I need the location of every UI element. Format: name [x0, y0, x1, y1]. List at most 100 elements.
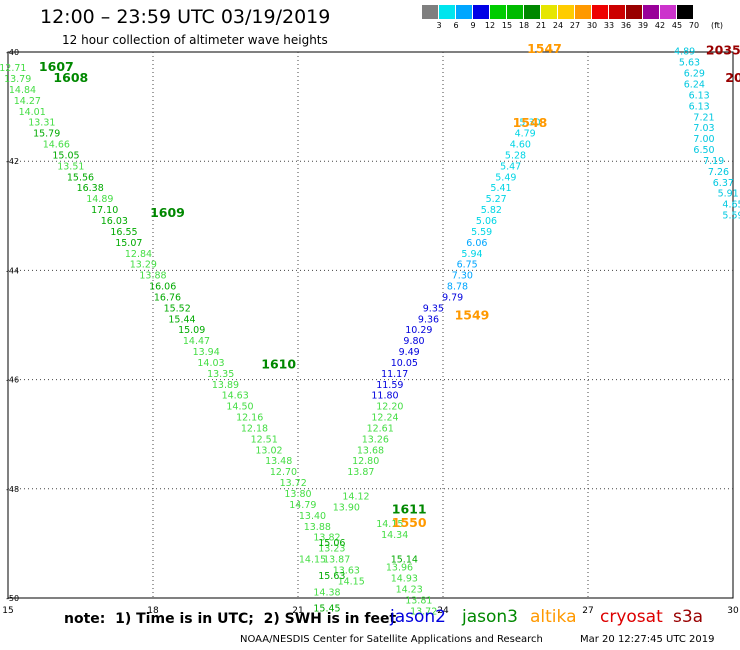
color-scale-label: 39: [637, 21, 649, 30]
wave-height-value: 7.19: [703, 156, 724, 167]
wave-height-value: 7.03: [693, 123, 714, 134]
legend-jason3: jason3: [462, 607, 518, 627]
time-label-altika: 1548: [513, 115, 548, 130]
wave-height-value: 13.35: [207, 369, 234, 380]
wave-height-value: 14.01: [19, 107, 46, 118]
wave-height-value: 14.15: [376, 519, 403, 530]
wave-height-value: 13.88: [139, 271, 166, 282]
wave-height-value: 15.14: [391, 555, 418, 566]
wave-height-value: 14.89: [86, 194, 113, 205]
wave-height-value: 15.52: [164, 303, 191, 314]
color-scale-box: [660, 5, 677, 19]
chart-subtitle: 12 hour collection of altimeter wave hei…: [62, 33, 328, 47]
color-scale-box: [507, 5, 524, 19]
y-tick-label: -46: [6, 376, 19, 385]
wave-height-value: 13.88: [304, 522, 331, 533]
wave-height-value: 5.30: [519, 118, 540, 129]
color-scale-label: 9: [470, 21, 476, 30]
footer-credit: NOAA/NESDIS Center for Satellite Applica…: [240, 634, 543, 645]
wave-height-value: 9.80: [403, 336, 424, 347]
color-scale-label: 12: [484, 21, 496, 30]
wave-height-value: 4.65: [722, 200, 740, 211]
wave-height-value: 15.05: [52, 150, 79, 161]
wave-height-value: 14.34: [381, 530, 408, 541]
wave-height-value: 6.29: [684, 69, 705, 80]
time-label-altika: 1550: [392, 515, 427, 530]
wave-height-value: 4.89: [674, 47, 695, 58]
wave-height-value: 13.29: [130, 260, 157, 271]
color-scale-box: [456, 5, 473, 19]
color-scale-box: [439, 5, 456, 19]
wave-height-value: 5.49: [495, 172, 516, 183]
wave-height-value: 6.50: [693, 145, 714, 156]
legend-s3a: s3a: [673, 607, 704, 627]
color-scale-unit: (ft): [710, 21, 724, 30]
wave-height-value: 13.51: [57, 161, 84, 172]
time-label-jason3: 1607: [39, 59, 74, 74]
legend-altika: altika: [530, 607, 577, 627]
wave-height-value: 5.47: [500, 161, 521, 172]
wave-height-value: 6.24: [684, 79, 705, 90]
wave-height-value: 5.28: [505, 150, 526, 161]
wave-height-value: 13.48: [265, 456, 292, 467]
color-scale-box: [490, 5, 507, 19]
wave-height-value: 16.55: [110, 227, 137, 238]
color-scale-label: 6: [453, 21, 459, 30]
plot-frame: [7, 51, 734, 599]
color-scale-label: 21: [535, 21, 547, 30]
color-scale-label: 24: [552, 21, 564, 30]
wave-height-value: 13.82: [313, 533, 340, 544]
legend-cryosat: cryosat: [600, 607, 663, 627]
chart-title: 12:00 – 23:59 UTC 03/19/2019: [40, 6, 331, 28]
color-scale-label: 33: [603, 21, 615, 30]
wave-height-value: 14.47: [183, 336, 210, 347]
wave-height-value: 14.12: [342, 492, 369, 503]
color-scale: 3 6 9 12 15 18 21 24 27 30 33 36 39 42 45 70 (ft): [422, 5, 740, 31]
wave-height-value: 4.79: [515, 129, 536, 140]
x-tick-label: 30: [727, 606, 739, 616]
wave-height-value: 6.06: [466, 238, 487, 249]
color-scale-box: [473, 5, 490, 19]
time-label-s3a: 2035: [706, 43, 740, 58]
wave-height-value: 14.93: [391, 574, 418, 585]
wave-height-value: 14.79: [289, 500, 316, 511]
x-tick-label: 21: [292, 606, 303, 616]
time-label-s3a: 2034: [725, 70, 740, 85]
color-scale-box: [575, 5, 592, 19]
wave-height-value: 12.80: [352, 456, 379, 467]
y-tick-label: -42: [6, 157, 19, 166]
time-label-altika: 1547: [527, 41, 562, 56]
color-scale-label: 70: [688, 21, 700, 30]
wave-height-value: 14.15: [338, 576, 365, 587]
y-tick-label: -44: [6, 266, 19, 275]
wave-height-value: 10.29: [405, 325, 432, 336]
wave-height-value: 13.87: [323, 555, 350, 566]
wave-height-value: 14.27: [14, 96, 41, 107]
wave-height-value: 13.94: [193, 347, 220, 358]
wave-height-value: 7.21: [693, 112, 714, 123]
wave-height-value: 13.90: [333, 503, 360, 514]
color-scale-label: 30: [586, 21, 598, 30]
wave-height-value: 9.36: [418, 314, 439, 325]
wave-height-value: 15.44: [168, 314, 195, 325]
wave-height-value: 15.79: [33, 129, 60, 140]
color-scale-label: 15: [501, 21, 513, 30]
color-scale-box: [592, 5, 609, 19]
wave-height-value: 7.26: [708, 167, 729, 178]
wave-height-value: 6.13: [689, 90, 710, 101]
wave-height-value: 9.35: [423, 303, 444, 314]
wave-height-value: 12.51: [251, 434, 278, 445]
time-label-jason3: 1610: [261, 357, 296, 372]
wave-height-value: 13.40: [299, 511, 326, 522]
wave-height-value: 4.60: [510, 140, 531, 151]
wave-height-value: 12.70: [270, 467, 297, 478]
color-scale-box: [524, 5, 541, 19]
color-scale-box: [626, 5, 643, 19]
wave-height-value: 5.82: [481, 205, 502, 216]
time-label-jason3: 1608: [53, 70, 88, 85]
footer-timestamp: Mar 20 12:27:45 UTC 2019: [580, 634, 715, 645]
wave-height-value: 14.15: [299, 555, 326, 566]
color-scale-box: [677, 5, 694, 19]
wave-height-value: 5.41: [490, 183, 511, 194]
